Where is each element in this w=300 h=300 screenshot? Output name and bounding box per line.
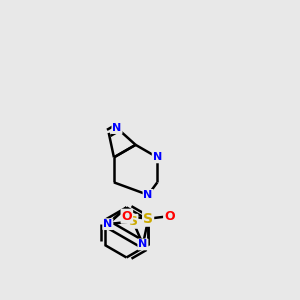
Text: S: S	[143, 212, 153, 226]
Text: N: N	[138, 239, 148, 249]
Text: N: N	[112, 123, 122, 133]
Text: N: N	[103, 219, 112, 229]
Text: O: O	[164, 210, 175, 223]
Text: N: N	[153, 152, 162, 162]
Text: N: N	[143, 190, 153, 200]
Text: S: S	[128, 215, 137, 228]
Text: O: O	[122, 210, 132, 223]
